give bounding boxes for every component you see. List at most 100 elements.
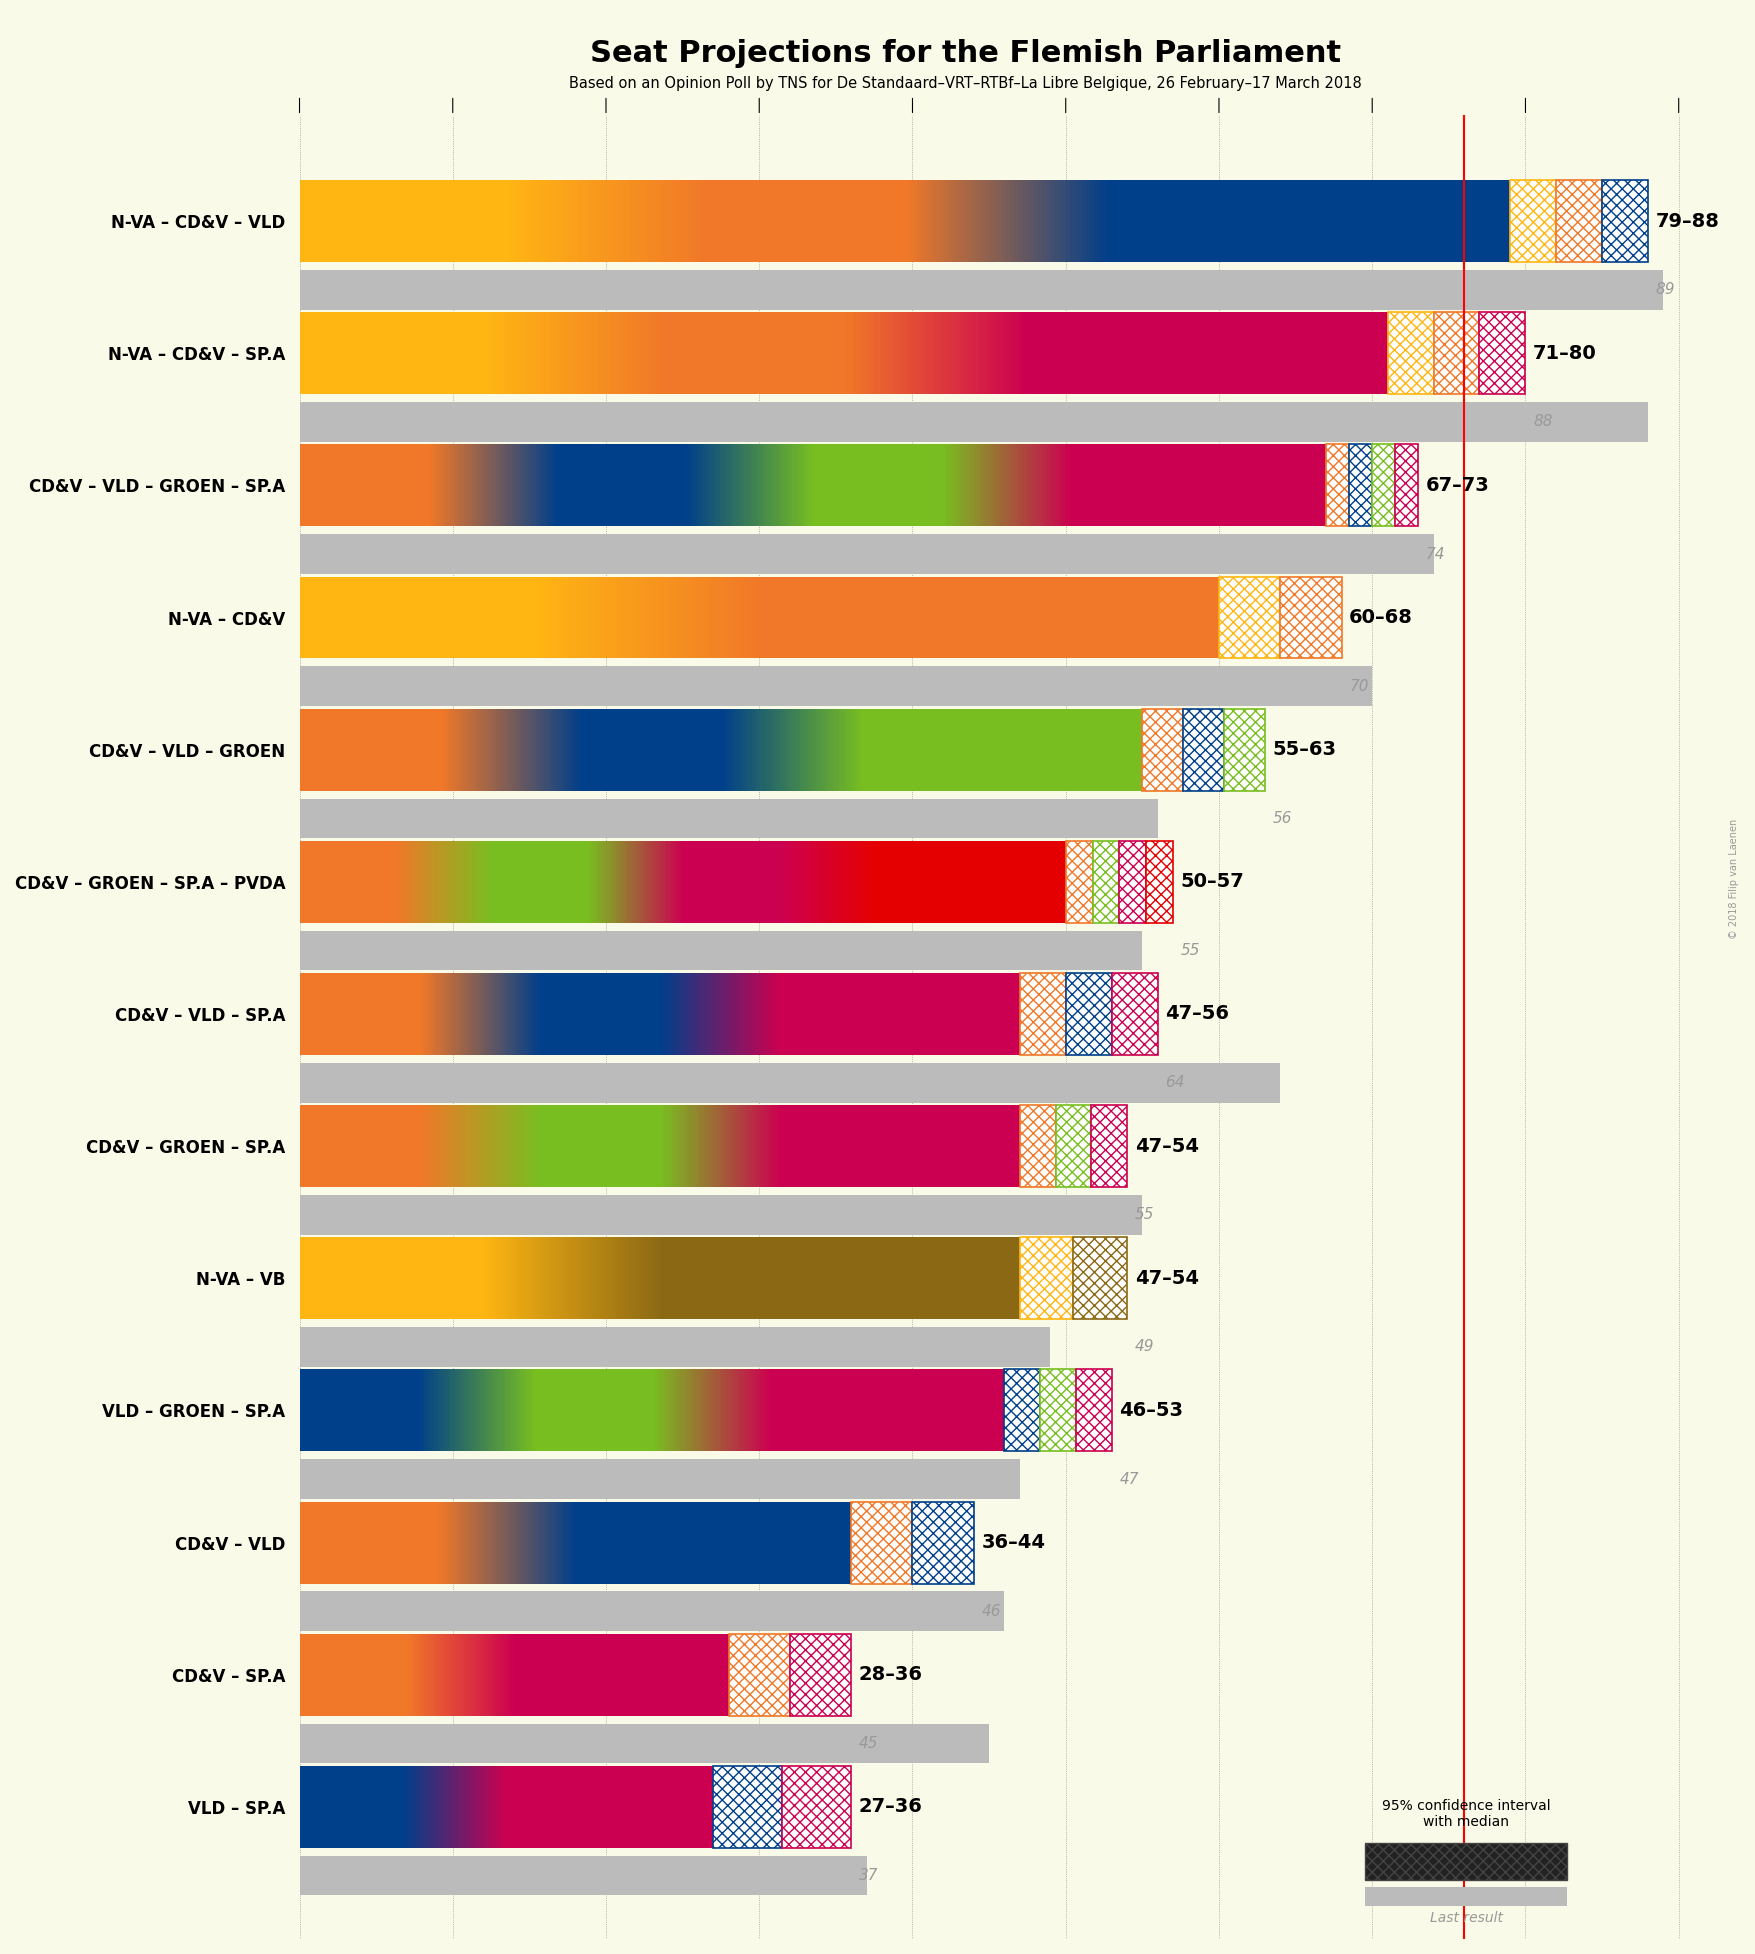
Bar <box>916 180 921 262</box>
Bar <box>648 1237 649 1319</box>
Bar <box>519 709 521 791</box>
Bar <box>781 1501 783 1583</box>
Bar <box>1220 444 1223 526</box>
Bar <box>690 840 693 922</box>
Bar <box>1292 444 1295 526</box>
Bar <box>381 973 384 1055</box>
Bar <box>732 973 734 1055</box>
Bar <box>532 576 535 658</box>
Bar <box>828 709 830 791</box>
Bar <box>772 576 774 658</box>
Bar <box>730 709 732 791</box>
Bar <box>644 1501 646 1583</box>
Bar <box>300 1063 1279 1102</box>
Bar <box>570 444 574 526</box>
Bar <box>946 313 949 395</box>
Bar <box>358 1501 360 1583</box>
Bar <box>718 973 720 1055</box>
Bar <box>1220 576 1279 658</box>
Bar <box>1055 313 1058 395</box>
Bar <box>711 840 714 922</box>
Bar <box>560 576 563 658</box>
Bar <box>900 1106 902 1188</box>
Bar <box>1139 180 1143 262</box>
Bar <box>1186 444 1190 526</box>
Bar <box>741 973 744 1055</box>
Bar <box>393 1370 397 1452</box>
Bar <box>1299 444 1302 526</box>
Bar <box>1376 313 1381 395</box>
Bar <box>755 444 758 526</box>
Bar <box>556 576 560 658</box>
Bar <box>304 180 307 262</box>
Bar <box>1237 444 1241 526</box>
Bar <box>1167 576 1171 658</box>
Bar <box>765 840 767 922</box>
Bar <box>344 444 347 526</box>
Bar <box>872 840 874 922</box>
Bar <box>920 709 923 791</box>
Bar <box>393 973 395 1055</box>
Bar <box>414 973 418 1055</box>
Bar <box>953 576 955 658</box>
Bar <box>709 1370 711 1452</box>
Bar <box>1146 840 1172 922</box>
Bar <box>976 1106 979 1188</box>
Bar <box>514 576 518 658</box>
Bar <box>876 1370 878 1452</box>
Bar <box>788 840 790 922</box>
Bar <box>309 1370 311 1452</box>
Bar <box>388 576 391 658</box>
Bar <box>646 1237 648 1319</box>
Bar <box>939 973 941 1055</box>
Bar <box>479 973 483 1055</box>
Bar <box>490 1370 493 1452</box>
Bar <box>530 576 532 658</box>
Bar <box>412 313 416 395</box>
Bar <box>460 1237 463 1319</box>
Bar <box>807 709 811 791</box>
Bar <box>786 1501 788 1583</box>
Bar <box>711 1237 713 1319</box>
Bar <box>1049 180 1055 262</box>
Bar <box>999 973 1000 1055</box>
Bar <box>1113 313 1116 395</box>
Bar <box>586 840 588 922</box>
Bar <box>490 1501 491 1583</box>
Bar <box>1134 444 1139 526</box>
Bar <box>1230 444 1234 526</box>
Bar <box>581 576 584 658</box>
Bar <box>720 973 723 1055</box>
Bar <box>623 1106 627 1188</box>
Bar <box>565 1501 567 1583</box>
Bar <box>1039 444 1042 526</box>
Bar <box>323 1106 326 1188</box>
Bar <box>655 180 658 262</box>
Bar <box>553 840 555 922</box>
Bar <box>425 180 428 262</box>
Bar <box>746 1370 748 1452</box>
Bar <box>1292 180 1297 262</box>
Bar <box>448 444 451 526</box>
Bar <box>981 973 985 1055</box>
Bar <box>405 973 407 1055</box>
Bar <box>691 973 693 1055</box>
Bar <box>999 1237 1000 1319</box>
Bar <box>321 1370 323 1452</box>
Bar <box>479 1106 483 1188</box>
Bar <box>625 576 628 658</box>
Bar <box>1111 973 1158 1055</box>
Bar <box>958 576 962 658</box>
Bar <box>526 709 530 791</box>
Bar <box>583 1237 586 1319</box>
Bar <box>605 180 611 262</box>
Bar <box>841 1370 842 1452</box>
Bar <box>744 576 748 658</box>
Bar <box>356 1106 360 1188</box>
Bar <box>855 1106 856 1188</box>
Text: 47–54: 47–54 <box>1135 1268 1199 1288</box>
Bar <box>412 709 414 791</box>
Bar <box>444 313 448 395</box>
Bar <box>370 1370 372 1452</box>
Bar <box>560 1501 563 1583</box>
